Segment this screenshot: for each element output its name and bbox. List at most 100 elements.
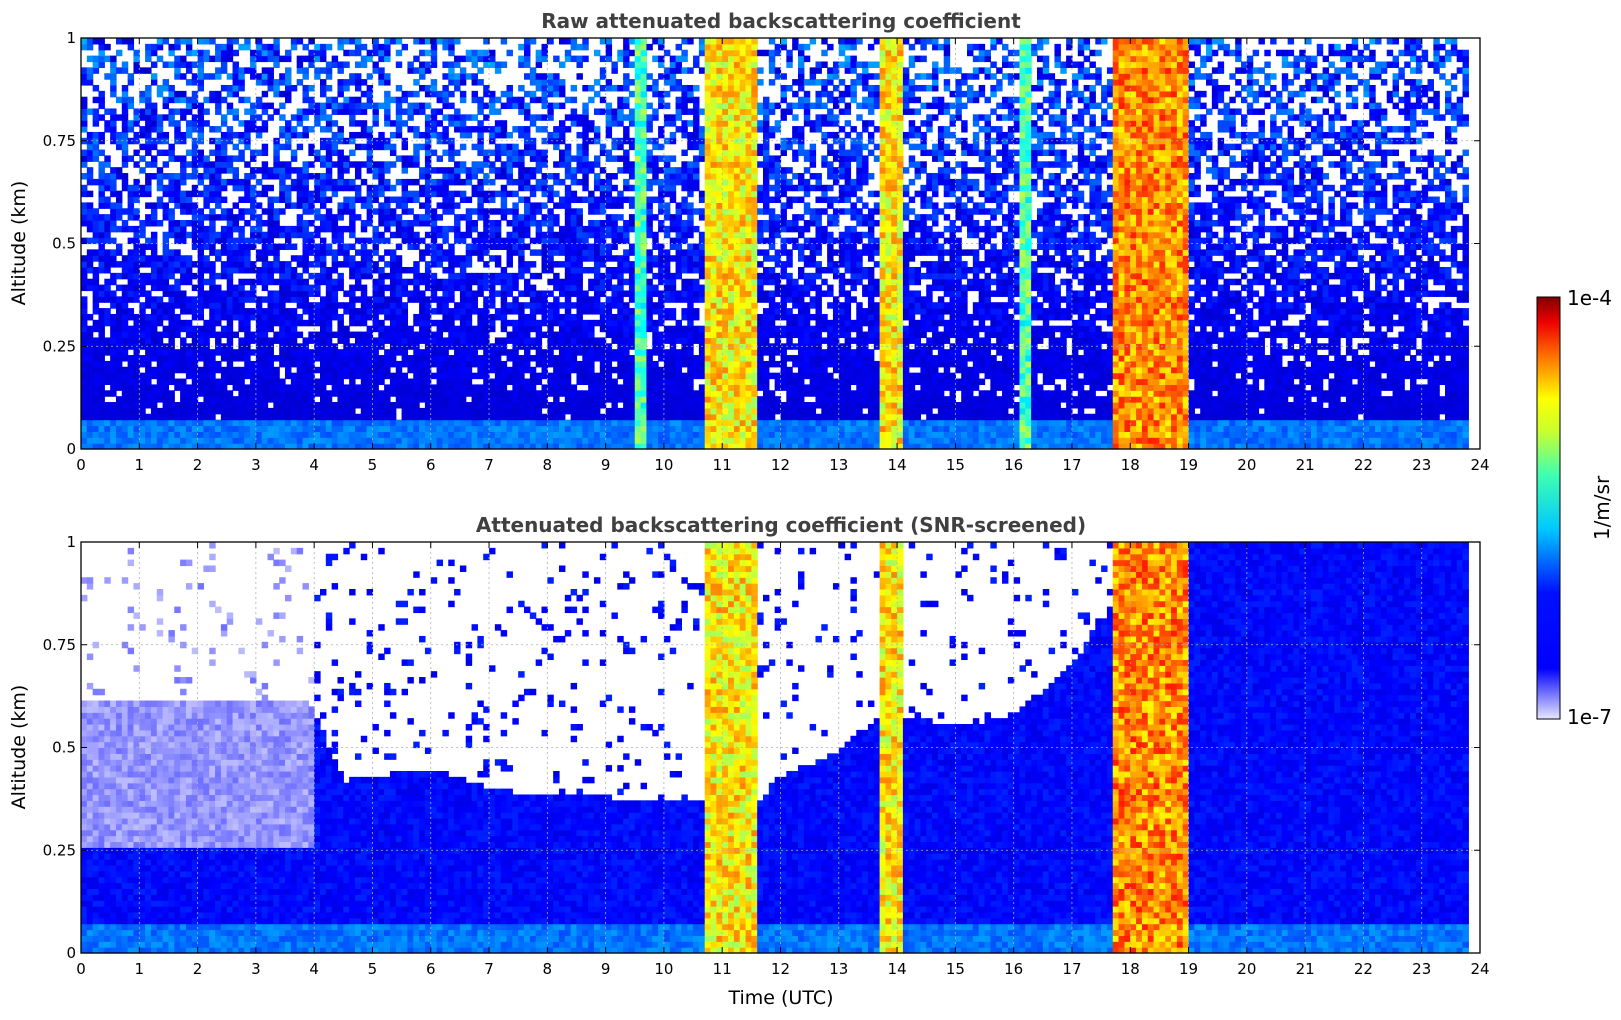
heatmap-cell [489, 285, 495, 291]
heatmap-cell [186, 308, 192, 314]
heatmap-cell [133, 420, 139, 426]
heatmap-cell [437, 232, 443, 238]
heatmap-cell [553, 337, 559, 343]
heatmap-cell [606, 232, 612, 238]
heatmap-cell [571, 408, 577, 414]
heatmap-cell [571, 290, 577, 296]
heatmap-cell [81, 367, 87, 373]
heatmap-cell [466, 197, 472, 203]
heatmap-cell [285, 185, 291, 191]
heatmap-cell [110, 349, 116, 355]
heatmap-cell [512, 214, 518, 220]
heatmap-cell [174, 38, 180, 44]
heatmap-cell [407, 279, 413, 285]
heatmap-cell [163, 431, 169, 437]
heatmap-cell [413, 373, 419, 379]
heatmap-cell [419, 220, 425, 226]
heatmap-cell [483, 367, 489, 373]
heatmap-cell [320, 50, 326, 56]
heatmap-cell [641, 150, 647, 156]
heatmap-cell [559, 202, 565, 208]
heatmap-cell [198, 120, 204, 126]
heatmap-cell [472, 173, 478, 179]
heatmap-cell [407, 267, 413, 273]
heatmap-cell [413, 150, 419, 156]
heatmap-cell [297, 226, 303, 232]
heatmap-cell [93, 320, 99, 326]
heatmap-cell [606, 437, 612, 443]
heatmap-cell [623, 420, 629, 426]
heatmap-cell [501, 337, 507, 343]
heatmap-cell [489, 355, 495, 361]
heatmap-cell [221, 155, 227, 161]
heatmap-cell [145, 290, 151, 296]
heatmap-cell [215, 431, 221, 437]
heatmap-cell [163, 161, 169, 167]
heatmap-cell [244, 296, 250, 302]
heatmap-cell [472, 396, 478, 402]
heatmap-cell [198, 103, 204, 109]
heatmap-cell [297, 426, 303, 432]
heatmap-cell [460, 302, 466, 308]
heatmap-cell [588, 414, 594, 420]
heatmap-cell [466, 290, 472, 296]
heatmap-cell [215, 150, 221, 156]
heatmap-cell [460, 367, 466, 373]
heatmap-cell [116, 173, 122, 179]
heatmap-cell [495, 144, 501, 150]
heatmap-cell [320, 173, 326, 179]
heatmap-cell [98, 44, 104, 50]
heatmap-cell [285, 73, 291, 79]
heatmap-cell [419, 255, 425, 261]
heatmap-cell [419, 108, 425, 114]
heatmap-cell [629, 290, 635, 296]
heatmap-cell [273, 396, 279, 402]
heatmap-cell [361, 144, 367, 150]
heatmap-cell [518, 267, 524, 273]
heatmap-cell [326, 267, 332, 273]
heatmap-cell [209, 349, 215, 355]
heatmap-cell [303, 114, 309, 120]
heatmap-cell [320, 320, 326, 326]
heatmap-cell [611, 155, 617, 161]
heatmap-cell [297, 191, 303, 197]
heatmap-cell [332, 150, 338, 156]
heatmap-cell [495, 361, 501, 367]
heatmap-cell [145, 426, 151, 432]
heatmap-cell [157, 273, 163, 279]
heatmap-cell [291, 349, 297, 355]
heatmap-cell [635, 290, 641, 296]
heatmap-cell [343, 97, 349, 103]
heatmap-cell [361, 367, 367, 373]
heatmap-cell [168, 379, 174, 385]
heatmap-cell [163, 314, 169, 320]
heatmap-cell [635, 179, 641, 185]
heatmap-cell [186, 420, 192, 426]
heatmap-cell [553, 373, 559, 379]
heatmap-cell [285, 332, 291, 338]
heatmap-cell [582, 103, 588, 109]
heatmap-cell [98, 132, 104, 138]
heatmap-cell [518, 402, 524, 408]
heatmap-cell [641, 91, 647, 97]
heatmap-cell [536, 155, 542, 161]
heatmap-cell [372, 384, 378, 390]
heatmap-cell [303, 226, 309, 232]
heatmap-cell [186, 396, 192, 402]
heatmap-cell [547, 249, 553, 255]
heatmap-cell [378, 408, 384, 414]
heatmap-cell [489, 361, 495, 367]
heatmap-cell [536, 79, 542, 85]
heatmap-cell [530, 144, 536, 150]
heatmap-cell [542, 420, 548, 426]
heatmap-cell [262, 244, 268, 250]
heatmap-cell [291, 396, 297, 402]
heatmap-cell [594, 408, 600, 414]
heatmap-cell [611, 296, 617, 302]
heatmap-cell [460, 161, 466, 167]
heatmap-cell [372, 244, 378, 250]
heatmap-cell [536, 349, 542, 355]
heatmap-cell [168, 173, 174, 179]
heatmap-cell [530, 185, 536, 191]
heatmap-cell [547, 267, 553, 273]
